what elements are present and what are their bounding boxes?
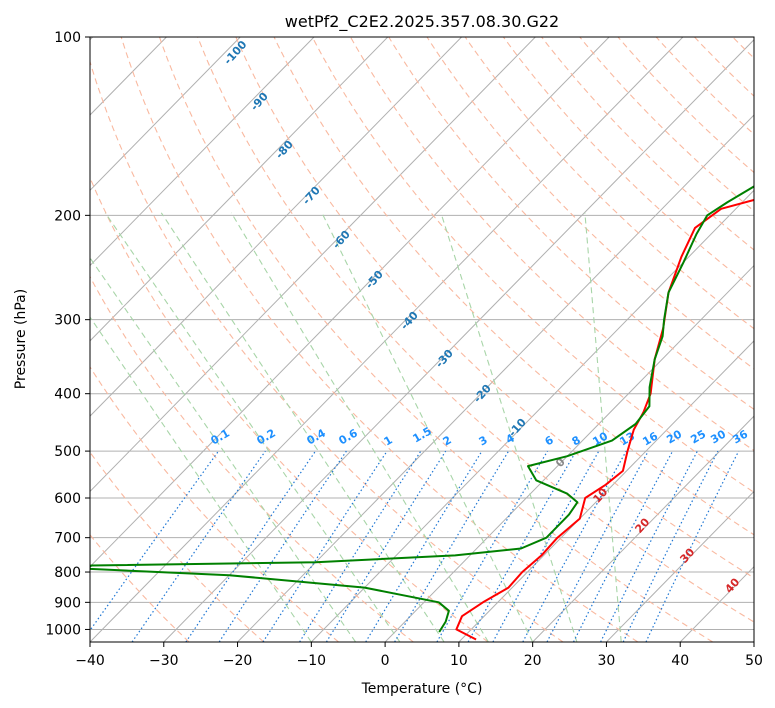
moist-adiabat-line [90, 256, 357, 642]
y-axis-label: Pressure (hPa) [13, 289, 29, 389]
x-tick-label: 20 [524, 653, 542, 669]
plot-frame [89, 36, 755, 643]
mixing-ratio-line [262, 450, 388, 642]
isotherm-line [90, 37, 684, 642]
dry-adiabat-line [579, 37, 754, 212]
dry-adiabat-line [426, 37, 754, 370]
moist-adiabat-line [160, 212, 445, 642]
mixing-ratio-line [467, 450, 577, 642]
isotherm-line [606, 490, 754, 642]
dry-adiabat-line [464, 37, 754, 330]
x-tick-label: 0 [381, 653, 390, 669]
x-tick-label: −20 [223, 653, 253, 669]
y-tick-label: 400 [54, 387, 81, 403]
x-tick-label: 40 [671, 653, 689, 669]
isotherm-line [90, 37, 315, 267]
mixing-ratio-line [436, 450, 549, 642]
dry-adiabat-line [158, 37, 713, 642]
y-tick-label: 800 [54, 565, 81, 581]
dry-adiabat-line [120, 37, 639, 642]
x-tick-label: 10 [450, 653, 468, 669]
isotherm-line [237, 114, 754, 642]
x-tick-label: 30 [598, 653, 616, 669]
dry-adiabat-line [617, 37, 754, 174]
y-tick-label: 1000 [45, 622, 81, 638]
x-tick-label: −40 [75, 653, 105, 669]
y-tick-label: 700 [54, 531, 81, 547]
ticks-layer: −40 −30 −20 −10 0 10 20 30 40 50 100 200 300 400 500 60… [45, 30, 763, 669]
mixing-ratio-line [299, 450, 422, 642]
temperature-trace-line [455, 198, 754, 641]
x-tick-label: 50 [745, 653, 763, 669]
isotherm-line [90, 37, 536, 493]
mixing-ratio-line [325, 450, 447, 642]
isotherm-line [90, 37, 462, 417]
dry-adiabat-line [90, 176, 489, 642]
y-tick-label: 500 [54, 444, 81, 460]
moist-adiabat-line [440, 212, 578, 642]
dewpoint-trace-line [90, 185, 754, 633]
mixing-ratio-line [645, 450, 740, 642]
moist-adiabat-line [584, 212, 622, 642]
y-tick-label: 600 [54, 491, 81, 507]
isotherm-line [310, 189, 754, 642]
x-tick-label: −10 [297, 653, 327, 669]
dry-adiabat-line [235, 37, 754, 579]
mixing-ratio-line [622, 450, 719, 642]
isotherm-line [384, 264, 754, 642]
y-tick-label: 200 [54, 208, 81, 224]
mixing-ratio-line [131, 450, 266, 642]
isotherm-line [90, 37, 389, 342]
y-tick-label: 300 [54, 313, 81, 329]
dry-adiabat-line [90, 275, 414, 642]
dry-adiabat-line [273, 37, 754, 536]
series-layer [90, 185, 754, 641]
grid-layer: 0.1 0.2 0.4 0.6 1 1.5 2 3 4 6 8 10 13 16 20 25 30 36-100-… [90, 37, 754, 642]
x-axis-label: Temperature (°C) [361, 681, 483, 697]
dry-adiabat-line [311, 37, 754, 493]
dry-adiabat-line [90, 451, 265, 642]
moist-adiabat-line [230, 212, 489, 642]
moist-adiabat-line [104, 212, 401, 642]
mixing-ratio-line [365, 450, 483, 642]
mixing-ratio-line [492, 450, 600, 642]
isotherm-line [90, 37, 610, 568]
mixing-ratio-line [185, 450, 316, 642]
mixing-ratio-line [394, 450, 510, 642]
dry-adiabat-line [502, 37, 754, 290]
dry-adiabat-line [90, 59, 564, 642]
x-tick-label: −30 [149, 653, 179, 669]
isotherm-line [90, 37, 241, 192]
y-tick-label: 900 [54, 595, 81, 611]
y-tick-label: 100 [54, 30, 81, 46]
mixing-ratio-line [90, 450, 219, 632]
isotherm-line [532, 415, 754, 642]
isotherm-line [458, 340, 754, 642]
isotherm-line [163, 39, 754, 642]
chart-title: wetPf2_C2E2.2025.357.08.30.G22 [285, 12, 559, 32]
